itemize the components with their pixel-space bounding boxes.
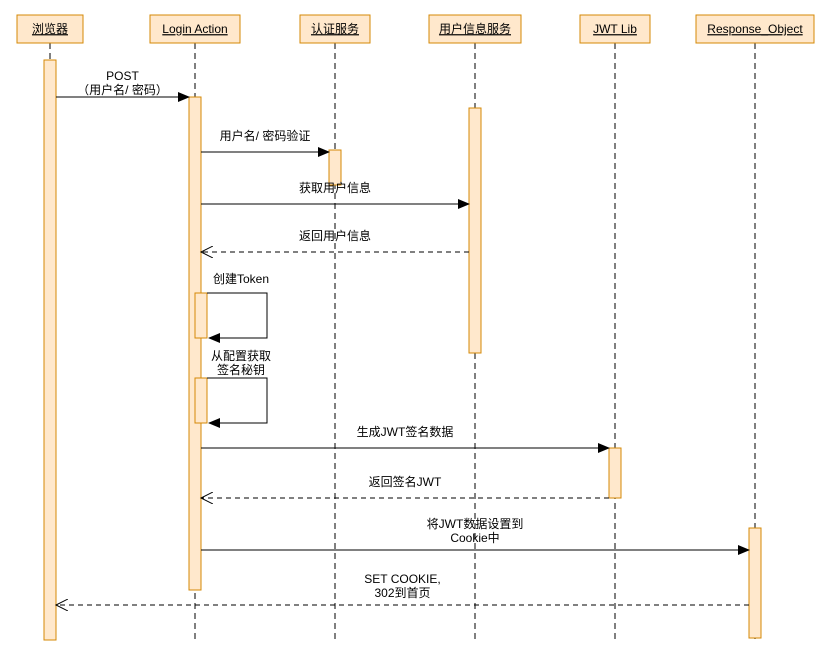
message-label-0-1: （用户名/ 密码） [77,82,168,97]
message-label-4-0: 创建Token [213,272,269,286]
activation-login [195,293,207,338]
self-message-5 [207,378,267,423]
sequence-diagram: 浏览器 Login Action 认证服务 用户信息服务 JWT Lib Response… [0,0,820,656]
self-message-4 [207,293,267,338]
message-label-1-0: 用户名/ 密码验证 [220,128,311,143]
message-label-3-0: 返回用户信息 [299,228,371,243]
message-label-8-1: Cookie中 [450,530,499,545]
activation-userinfo [469,108,481,353]
participant-label-auth: 认证服务 [311,21,359,36]
activation-jwt [609,448,621,498]
message-label-6-0: 生成JWT签名数据 [357,424,454,439]
message-label-7-0: 返回签名JWT [369,474,442,489]
message-label-8-0: 将JWT数据设置到 [427,516,524,531]
activation-resp [749,528,761,638]
message-label-5-0: 从配置获取 [211,349,271,363]
participant-label-jwt: JWT Lib [593,22,637,36]
participant-label-browser: 浏览器 [32,21,68,36]
activation-login [195,378,207,423]
participant-label-login: Login Action [162,22,227,36]
message-label-5-1: 签名秘钥 [217,362,265,377]
activation-auth [329,150,341,185]
message-label-9-1: 302到首页 [374,586,430,600]
message-label-9-0: SET COOKIE, [364,572,440,586]
message-label-0-0: POST [106,69,139,83]
message-label-2-0: 获取用户信息 [299,180,371,195]
participant-label-resp: Response_Object [707,22,803,36]
activation-login [189,97,201,590]
activation-browser [44,60,56,640]
participant-label-userinfo: 用户信息服务 [439,21,511,36]
